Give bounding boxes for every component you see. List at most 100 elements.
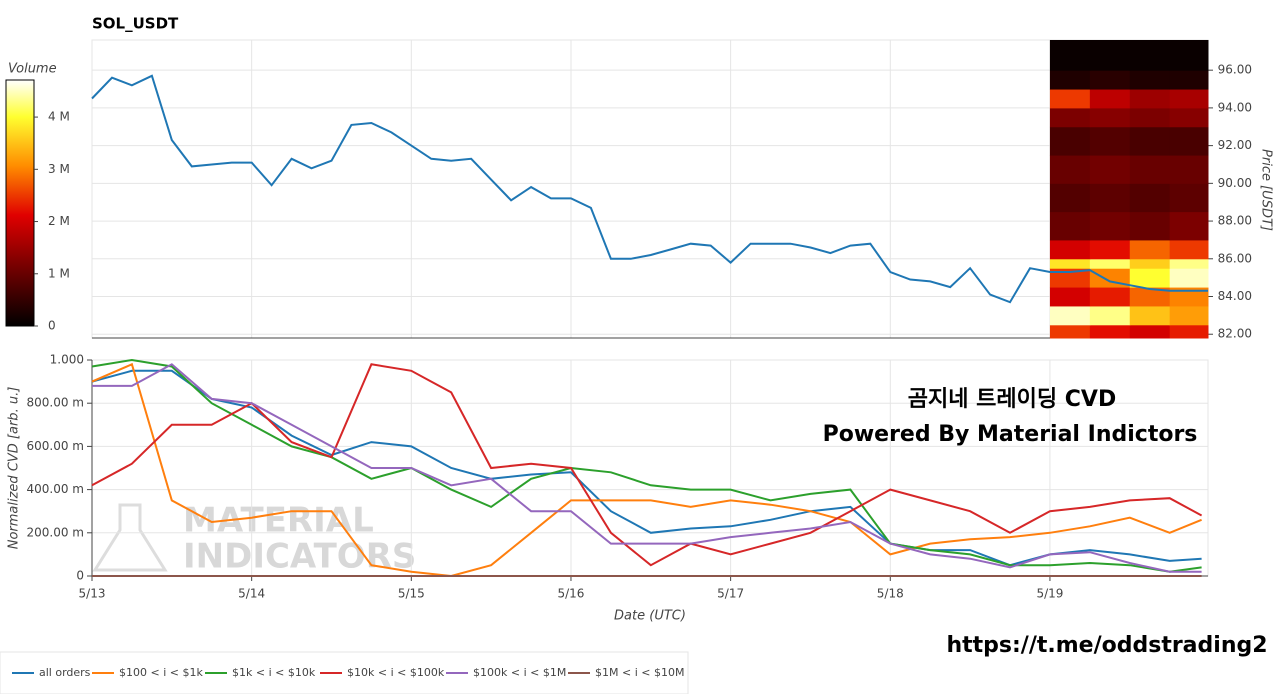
colorbar-tick-label: 0 bbox=[48, 319, 56, 333]
heatmap-cell bbox=[1049, 40, 1091, 71]
heatmap-cell bbox=[1129, 287, 1171, 307]
heatmap-cell bbox=[1169, 258, 1209, 269]
x-axis-label: Date (UTC) bbox=[614, 609, 686, 624]
heatmap-cell bbox=[1169, 126, 1209, 156]
overlay-title: 곰지네 트레이딩 CVD bbox=[908, 387, 1116, 412]
heatmap-cell bbox=[1129, 305, 1171, 326]
heatmap-cell bbox=[1169, 305, 1209, 326]
watermark: MATERIAL bbox=[183, 501, 374, 541]
heatmap-cell bbox=[1049, 70, 1091, 90]
url: https://t.me/oddstrading2 bbox=[946, 633, 1267, 658]
y-tick-label: 1.000 bbox=[50, 353, 84, 367]
y-tick-label: 94.00 bbox=[1218, 100, 1252, 114]
legend-label: $1k < i < $10k bbox=[232, 666, 316, 679]
x-tick-label: 5/13 bbox=[79, 587, 106, 601]
heatmap-cell bbox=[1129, 70, 1171, 90]
watermark-icon bbox=[92, 503, 168, 572]
heatmap-cell bbox=[1169, 239, 1209, 260]
heatmap-cell bbox=[1129, 258, 1171, 269]
series-line bbox=[91, 362, 1202, 578]
heatmap-cell bbox=[1169, 183, 1209, 213]
legend-label: $100k < i < $1M bbox=[473, 666, 566, 679]
heatmap-cell bbox=[1049, 211, 1091, 241]
y-tick-label: 90.00 bbox=[1218, 176, 1252, 190]
cvd-plot-area bbox=[91, 359, 1209, 577]
series-line bbox=[91, 363, 1203, 567]
x-tick-label: 5/14 bbox=[238, 587, 265, 601]
y-tick-label: 92.00 bbox=[1218, 138, 1252, 152]
chart-title: SOL_USDT bbox=[92, 15, 179, 33]
legend-label: $10k < i < $100k bbox=[347, 666, 445, 679]
x-tick-label: 5/18 bbox=[877, 587, 904, 601]
x-tick-label: 5/15 bbox=[398, 587, 425, 601]
heatmap-cell bbox=[1049, 268, 1091, 288]
y-tick-label: 800.00 m bbox=[27, 396, 85, 410]
colorbar-label: Volume bbox=[8, 62, 57, 77]
colorbar bbox=[5, 79, 35, 327]
heatmap-cell bbox=[1169, 211, 1209, 241]
heatmap-cell bbox=[1129, 89, 1171, 109]
y-tick-label: 0 bbox=[76, 569, 84, 583]
heatmap-cell bbox=[1129, 126, 1171, 156]
heatmap-cell bbox=[1129, 239, 1171, 260]
colorbar-tick-label: 1 M bbox=[48, 266, 70, 280]
y-tick-label: 86.00 bbox=[1218, 251, 1252, 265]
heatmap-cell bbox=[1129, 268, 1171, 288]
legend-label: $1M < i < $10M bbox=[595, 666, 684, 679]
colorbar-tick-label: 4 M bbox=[48, 110, 70, 124]
y-tick-label: 84.00 bbox=[1218, 289, 1252, 303]
legend-label: $100 < i < $1k bbox=[119, 666, 203, 679]
x-tick-label: 5/17 bbox=[717, 587, 744, 601]
heatmap-cell bbox=[1169, 268, 1209, 288]
heatmap-cell bbox=[1089, 258, 1131, 269]
series-line bbox=[92, 363, 1202, 573]
heatmap-cell bbox=[1049, 155, 1091, 184]
heatmap-cell bbox=[1169, 70, 1209, 90]
heatmap-cell bbox=[1049, 126, 1091, 156]
heatmap-cell bbox=[1089, 183, 1131, 213]
price-plot-area bbox=[91, 39, 1209, 339]
heatmap-cell bbox=[1129, 155, 1171, 184]
heatmap-cell bbox=[1169, 89, 1209, 109]
heatmap-cell bbox=[1049, 183, 1091, 213]
heatmap-cell bbox=[1049, 287, 1091, 307]
heatmap-cell bbox=[1049, 258, 1091, 269]
y-tick-label: 600.00 m bbox=[27, 439, 85, 453]
y-tick-label: 400.00 m bbox=[27, 482, 85, 496]
y-axis-label: Normalized CVD [arb. u.] bbox=[7, 387, 22, 550]
heatmap-cell bbox=[1129, 324, 1171, 339]
series-line bbox=[91, 358, 1202, 573]
watermark: INDICATORS bbox=[183, 537, 416, 577]
heatmap-cell bbox=[1169, 324, 1209, 339]
x-tick-label: 5/19 bbox=[1036, 587, 1063, 601]
plots: 82.00 84.00 86.00 88.00 90.00 92.00 94.00 96.00… bbox=[12, 40, 1252, 679]
series-line bbox=[91, 369, 1202, 567]
heatmap-cell bbox=[1049, 239, 1091, 260]
heatmap-cell bbox=[1089, 287, 1131, 307]
legend-label: all orders bbox=[39, 666, 91, 679]
y-axis-label: Price [USDT] bbox=[1259, 149, 1274, 231]
heatmap-cell bbox=[1089, 305, 1131, 326]
heatmap-cell bbox=[1169, 155, 1209, 184]
heatmap-cell bbox=[1129, 183, 1171, 213]
heatmap-cell bbox=[1089, 89, 1131, 109]
heatmap-cell bbox=[1049, 89, 1091, 109]
y-tick-label: 88.00 bbox=[1218, 214, 1252, 228]
heatmap-cell bbox=[1049, 324, 1091, 339]
overlay-subtitle: Powered By Material Indictors bbox=[823, 422, 1198, 447]
colorbar-tick-label: 3 M bbox=[48, 162, 70, 176]
heatmap-cell bbox=[1089, 155, 1131, 184]
y-tick-label: 96.00 bbox=[1218, 63, 1252, 77]
heatmap-cell bbox=[1129, 40, 1171, 71]
heatmap-cell bbox=[1089, 126, 1131, 156]
heatmap-cell bbox=[1169, 287, 1209, 307]
colorbar-tick-label: 2 M bbox=[48, 214, 70, 228]
heatmap-cell bbox=[1129, 211, 1171, 241]
y-tick-label: 200.00 m bbox=[27, 525, 85, 539]
heatmap-cell bbox=[1089, 107, 1131, 128]
heatmap-cell bbox=[1129, 107, 1171, 128]
heatmap-cell bbox=[1089, 239, 1131, 260]
heatmap-cell bbox=[1089, 40, 1131, 71]
heatmap-cell bbox=[1089, 70, 1131, 90]
